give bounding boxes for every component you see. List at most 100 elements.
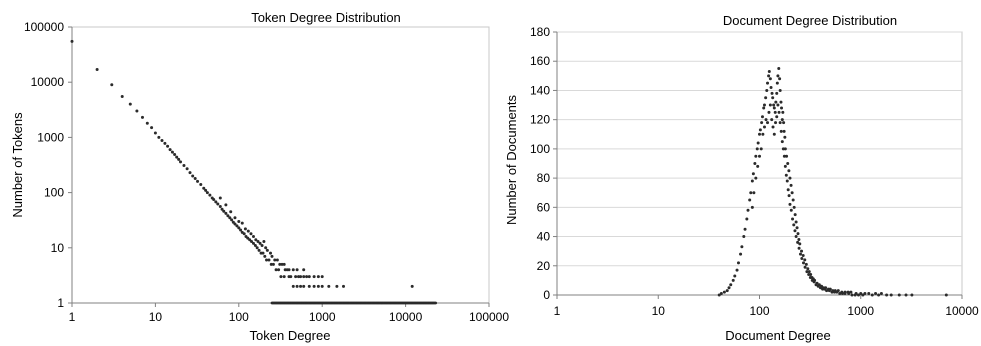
document-data-point <box>780 140 784 144</box>
document-data-point <box>746 208 750 212</box>
document-data-point <box>775 91 779 95</box>
token-data-point <box>251 241 255 245</box>
document-data-point <box>803 265 807 269</box>
document-data-point <box>753 162 757 165</box>
document-data-point <box>760 121 764 125</box>
token-data-point <box>320 275 324 279</box>
document-data-point <box>772 103 776 107</box>
document-data-point <box>870 293 874 297</box>
document-data-point <box>832 290 836 294</box>
token-data-point <box>216 202 220 206</box>
token-data-point <box>299 284 303 288</box>
document-data-point <box>791 198 795 202</box>
token-data-point <box>233 222 237 226</box>
token-data-point <box>230 218 234 222</box>
document-data-point <box>789 208 793 212</box>
document-data-point <box>748 198 752 202</box>
document-data-point <box>751 172 755 176</box>
document-data-point <box>766 121 770 125</box>
document-data-point <box>853 293 857 297</box>
document-data-point <box>752 191 756 195</box>
token-data-point <box>220 207 224 211</box>
token-data-point <box>282 262 286 266</box>
token-data-point <box>257 248 261 252</box>
document-data-point <box>762 125 766 129</box>
document-data-point <box>719 292 723 296</box>
document-data-point <box>814 283 818 287</box>
token-data-point <box>237 226 241 230</box>
document-data-point <box>739 252 743 256</box>
token-degree-chart: Token Degree Distribution Token Degree N… <box>10 10 509 343</box>
document-data-point <box>756 164 760 168</box>
document-data-point <box>778 121 782 125</box>
token-data-point <box>212 198 216 201</box>
document-data-point <box>762 103 766 107</box>
document-data-point <box>776 103 780 107</box>
document-data-point <box>777 67 781 71</box>
token-data-point <box>239 228 243 232</box>
document-data-point <box>742 235 746 239</box>
token-data-point <box>204 188 208 192</box>
token-data-point <box>264 246 268 250</box>
token-y-tick-label: 10000 <box>31 75 65 89</box>
token-data-point <box>199 183 203 187</box>
token-data-point <box>291 284 295 288</box>
document-y-tick-label: 180 <box>530 25 550 39</box>
token-data-point <box>295 284 299 288</box>
token-data-point <box>177 157 181 161</box>
token-data-point <box>271 262 275 266</box>
token-data-point <box>260 244 264 248</box>
document-data-point <box>910 293 914 297</box>
token-data-point <box>205 191 209 195</box>
document-data-point <box>821 287 825 291</box>
token-data-point <box>243 227 247 231</box>
document-data-point <box>835 290 839 294</box>
token-data-point <box>188 171 192 175</box>
document-data-point <box>759 147 763 151</box>
token-data-point <box>279 275 283 279</box>
token-data-point <box>229 210 233 214</box>
document-data-point <box>782 121 786 125</box>
token-data-point <box>224 211 228 215</box>
token-data-point <box>193 177 197 181</box>
document-data-point <box>783 164 787 168</box>
token-data-point <box>128 102 132 106</box>
document-data-point <box>859 292 863 296</box>
document-data-point <box>764 118 768 122</box>
token-data-point <box>302 268 306 272</box>
token-x-tick-label: 10000 <box>389 310 423 324</box>
document-y-tick-label: 20 <box>537 259 551 273</box>
document-data-point <box>874 292 878 296</box>
document-data-point <box>778 77 782 81</box>
document-data-point <box>800 249 804 253</box>
token-data-point <box>282 275 286 279</box>
document-x-tick-label: 10000 <box>945 304 979 318</box>
document-data-point <box>733 274 737 278</box>
token-data-point <box>95 67 99 71</box>
token-data-point <box>240 221 244 225</box>
token-data-point <box>153 131 157 135</box>
document-data-point <box>789 183 793 187</box>
token-data-point <box>295 268 299 272</box>
token-data-point <box>233 216 237 220</box>
document-data-point <box>784 173 788 177</box>
document-data-point <box>849 290 853 294</box>
document-data-point <box>745 217 749 221</box>
document-data-point <box>754 176 758 180</box>
document-data-point <box>867 292 871 296</box>
document-y-tick-label: 80 <box>537 171 551 185</box>
document-data-point <box>727 286 731 290</box>
document-data-point <box>758 128 762 132</box>
document-data-point <box>790 191 794 195</box>
token-data-point <box>110 83 114 87</box>
token-data-point <box>256 240 260 244</box>
document-y-tick-label: 100 <box>530 142 550 156</box>
document-data-point <box>750 179 754 183</box>
token-data-point <box>335 284 339 288</box>
document-data-point <box>904 293 908 297</box>
token-data-point <box>270 254 274 258</box>
document-data-point <box>768 77 772 81</box>
token-data-point <box>228 216 232 220</box>
token-data-point <box>140 115 144 119</box>
document-y-axis-label: Number of Documents <box>504 94 519 225</box>
